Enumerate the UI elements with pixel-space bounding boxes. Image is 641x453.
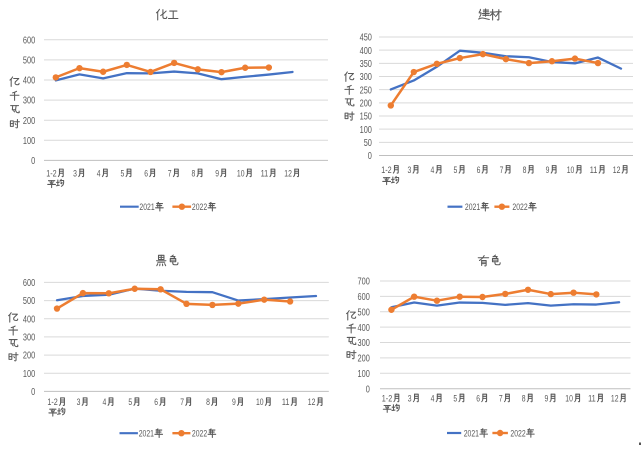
svg-text:6: 6: [154, 397, 158, 407]
svg-text:3: 3: [408, 393, 412, 403]
svg-text:7: 7: [180, 397, 184, 407]
svg-text:8: 8: [206, 397, 210, 407]
svg-text:9: 9: [232, 397, 236, 407]
svg-text:9: 9: [545, 393, 549, 403]
svg-text:150: 150: [360, 112, 373, 123]
svg-text:200: 200: [358, 354, 371, 365]
svg-text:3: 3: [408, 165, 412, 175]
svg-text:100: 100: [358, 369, 371, 380]
svg-text:5: 5: [128, 397, 132, 407]
svg-text:2021: 2021: [139, 202, 154, 212]
svg-text:600: 600: [358, 292, 371, 303]
svg-text:200: 200: [23, 351, 36, 362]
svg-text:2022: 2022: [512, 202, 527, 212]
svg-text:2021: 2021: [465, 202, 480, 212]
svg-text:1-2: 1-2: [46, 168, 56, 178]
svg-text:1-2: 1-2: [381, 165, 391, 175]
svg-text:3: 3: [77, 397, 81, 407]
svg-text:600: 600: [23, 278, 36, 289]
svg-text:5: 5: [454, 165, 458, 175]
svg-text:100: 100: [23, 369, 36, 380]
svg-text:12: 12: [611, 393, 619, 403]
svg-text:12: 12: [308, 397, 316, 407]
svg-text:9: 9: [215, 168, 219, 178]
svg-text:300: 300: [360, 72, 373, 83]
svg-text:350: 350: [360, 59, 373, 70]
svg-text:400: 400: [360, 46, 373, 57]
svg-text:400: 400: [23, 314, 36, 325]
svg-text:10: 10: [565, 393, 573, 403]
svg-text:400: 400: [23, 76, 36, 87]
svg-text:1-2: 1-2: [47, 397, 57, 407]
svg-text:250: 250: [360, 85, 373, 96]
svg-text:450: 450: [360, 33, 373, 44]
svg-text:8: 8: [192, 168, 196, 178]
svg-text:300: 300: [23, 96, 36, 107]
svg-text:11: 11: [588, 393, 596, 403]
svg-text:4: 4: [431, 393, 435, 403]
svg-text:100: 100: [360, 125, 373, 136]
svg-text:200: 200: [360, 98, 373, 109]
svg-text:5: 5: [121, 168, 125, 178]
svg-text:8: 8: [522, 393, 526, 403]
svg-text:12: 12: [613, 165, 621, 175]
svg-text:6: 6: [144, 168, 148, 178]
svg-text:500: 500: [358, 307, 371, 318]
svg-text:9: 9: [546, 165, 550, 175]
svg-text:11: 11: [261, 168, 269, 178]
svg-text:600: 600: [23, 35, 36, 46]
svg-text:50: 50: [364, 138, 373, 149]
svg-text:5: 5: [453, 393, 457, 403]
svg-text:2022: 2022: [510, 428, 525, 438]
svg-text:12: 12: [284, 168, 292, 178]
svg-text:6: 6: [477, 165, 481, 175]
svg-text:6: 6: [476, 393, 480, 403]
svg-text:2021: 2021: [464, 428, 479, 438]
svg-text:700: 700: [358, 277, 371, 288]
svg-text:1-2: 1-2: [382, 393, 392, 403]
svg-text:10: 10: [567, 165, 575, 175]
svg-text:0: 0: [366, 384, 370, 395]
svg-text:11: 11: [282, 397, 290, 407]
svg-text:2021: 2021: [139, 429, 154, 439]
svg-text:7: 7: [499, 393, 503, 403]
svg-text:10: 10: [237, 168, 245, 178]
svg-text:8: 8: [523, 165, 527, 175]
svg-text:0: 0: [31, 387, 35, 398]
svg-text:500: 500: [23, 296, 36, 307]
svg-text:100: 100: [23, 136, 36, 147]
svg-text:4: 4: [103, 397, 107, 407]
svg-text:3: 3: [73, 168, 77, 178]
svg-text:2022: 2022: [192, 429, 207, 439]
svg-text:10: 10: [256, 397, 264, 407]
svg-text:200: 200: [23, 116, 36, 127]
svg-text:7: 7: [500, 165, 504, 175]
svg-text:7: 7: [168, 168, 172, 178]
svg-text:11: 11: [590, 165, 598, 175]
svg-text:300: 300: [23, 333, 36, 344]
svg-text:300: 300: [358, 338, 371, 349]
svg-text:400: 400: [358, 323, 371, 334]
svg-text:0: 0: [368, 151, 372, 162]
svg-text:0: 0: [31, 156, 35, 167]
svg-text:4: 4: [97, 168, 101, 178]
svg-text:2022: 2022: [192, 202, 207, 212]
svg-text:4: 4: [431, 165, 435, 175]
svg-text:500: 500: [23, 56, 36, 67]
